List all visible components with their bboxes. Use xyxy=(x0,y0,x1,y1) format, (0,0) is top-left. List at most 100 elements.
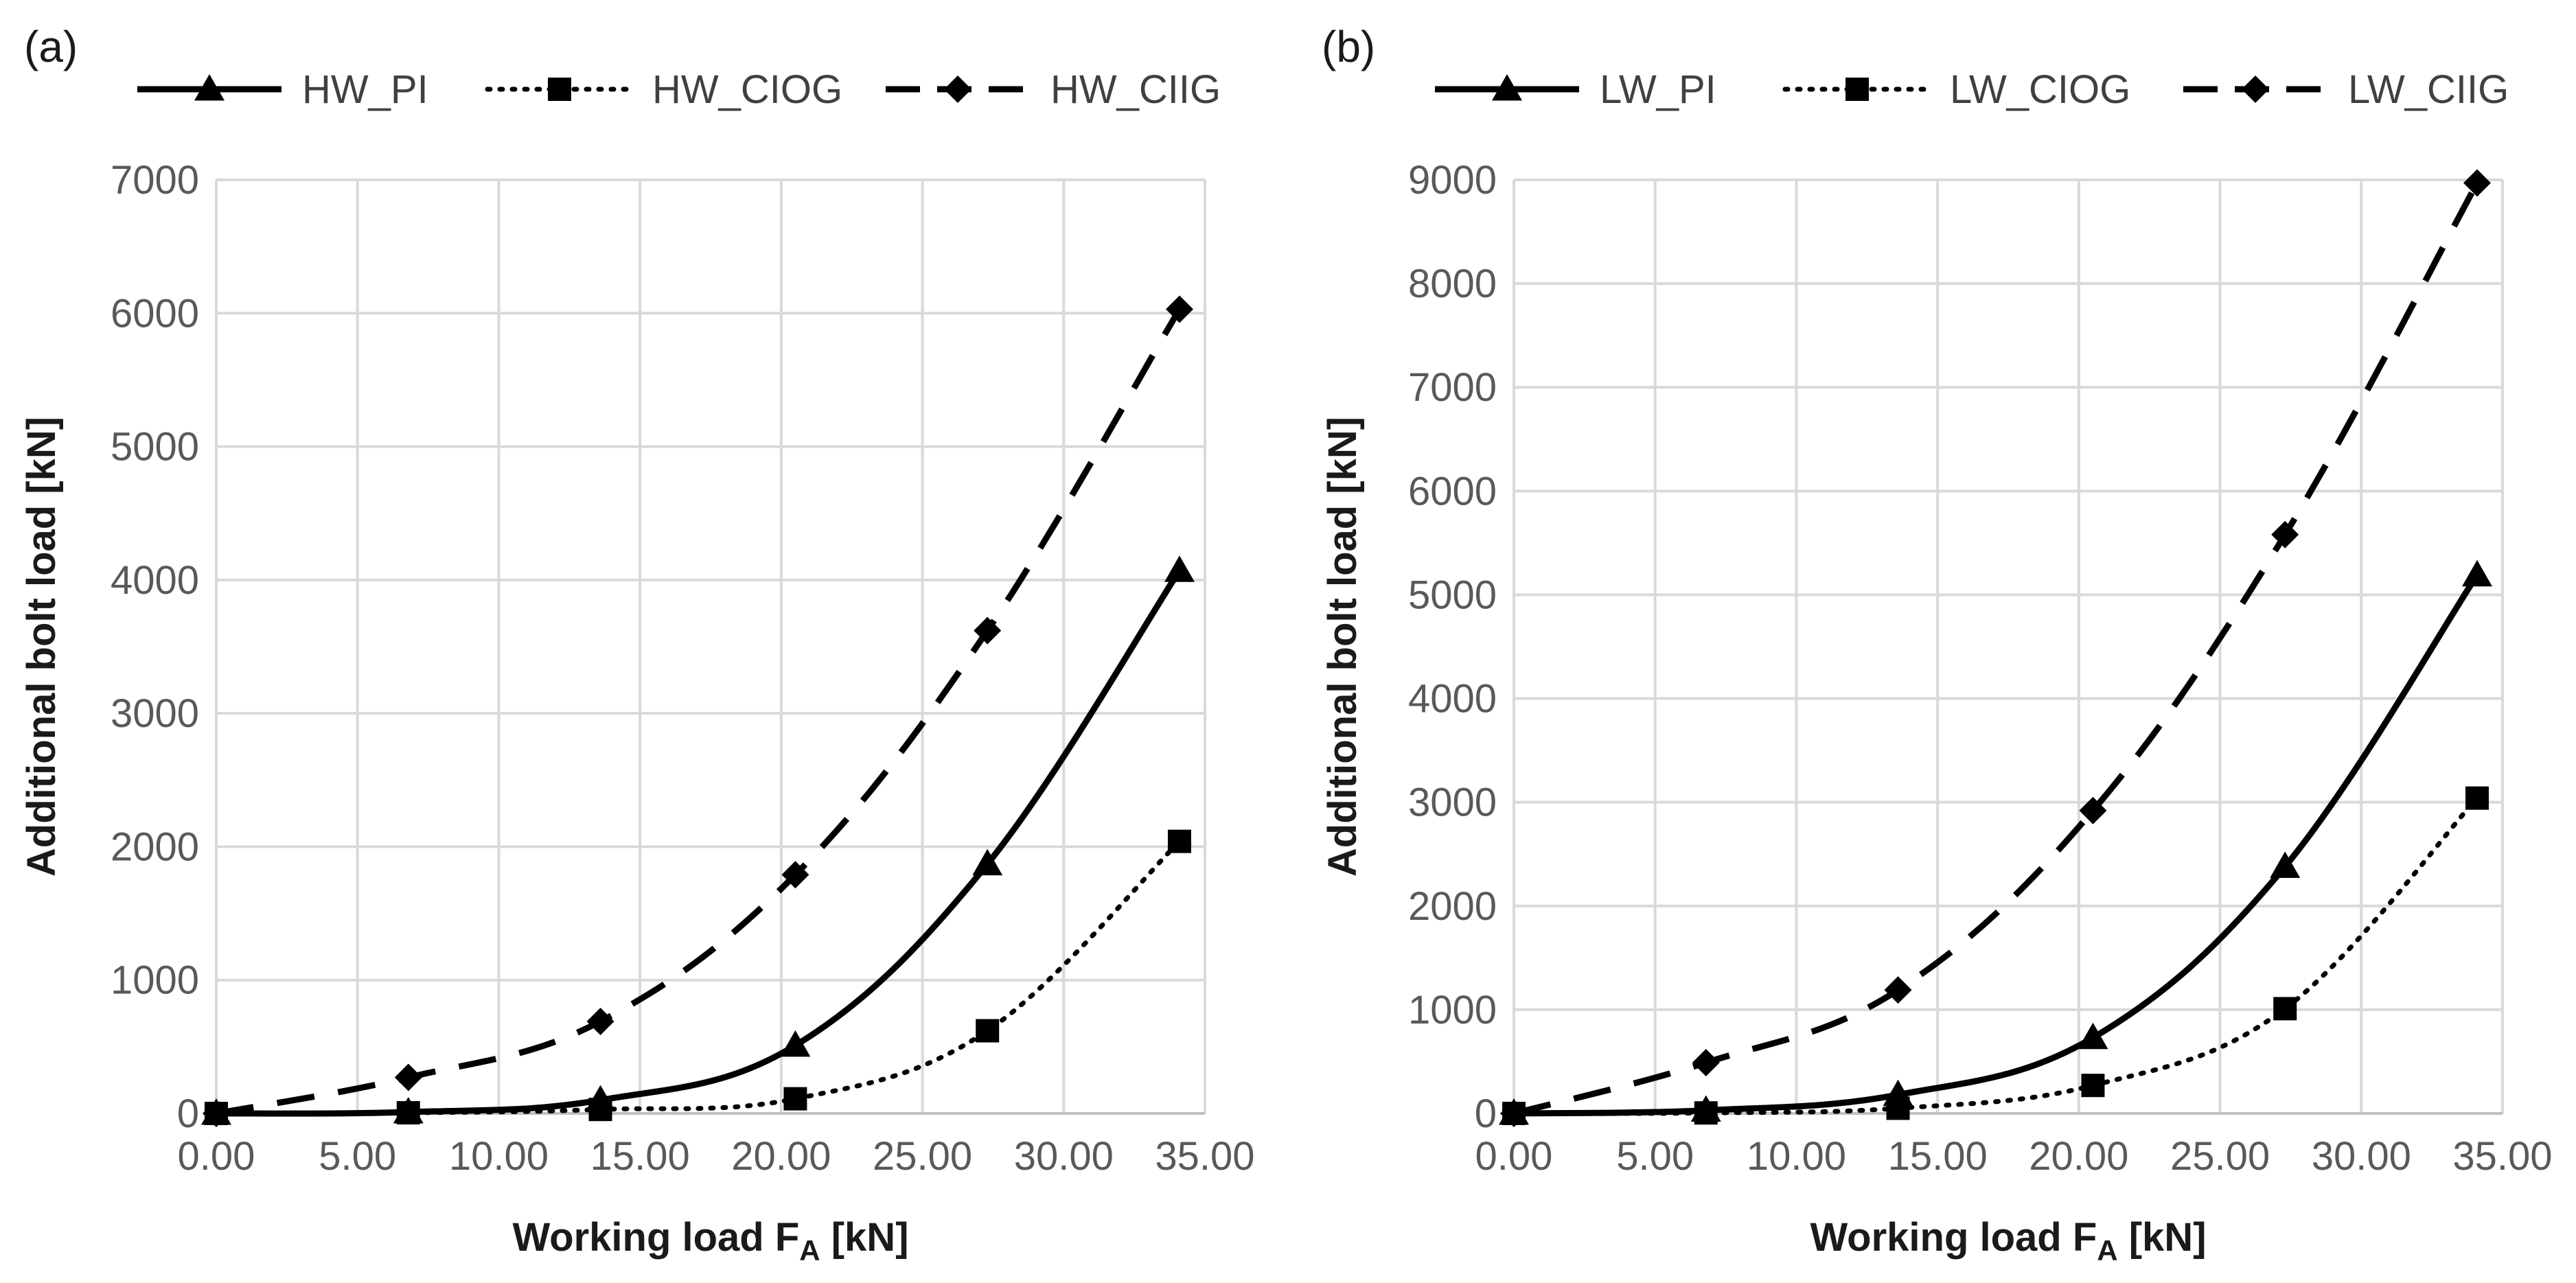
legend-marker xyxy=(1492,74,1522,101)
data-point-LW_CIIG xyxy=(2079,796,2107,824)
series-line-LW_CIOG xyxy=(1511,796,2480,1116)
data-point-HW_CIOG xyxy=(396,1101,420,1125)
data-point-LW_CIOG xyxy=(1886,1096,1910,1120)
x-tick-label: 15.00 xyxy=(590,1134,690,1179)
legend-marker xyxy=(2242,76,2269,103)
series-line-LW_CIIG xyxy=(1513,181,2480,1117)
x-tick-label: 20.00 xyxy=(2029,1134,2128,1179)
data-point-HW_CIIG xyxy=(394,1063,422,1091)
series-line-HW_CIOG xyxy=(214,839,1182,1116)
data-point-HW_PI xyxy=(780,1030,811,1057)
data-point-HW_CIOG xyxy=(976,1019,1000,1043)
panel-label: (b) xyxy=(1322,22,1375,71)
data-point-LW_PI xyxy=(2270,851,2301,878)
data-point-HW_CIOG xyxy=(588,1098,612,1122)
legend-item-HW_CIOG: HW_CIOG xyxy=(485,67,842,112)
y-tick-label: 6000 xyxy=(111,291,199,336)
y-axis-title: Additional bolt load [kN] xyxy=(1320,417,1365,877)
data-point-HW_PI xyxy=(1164,555,1195,582)
data-point-HW_CIIG xyxy=(586,1007,614,1035)
legend-marker xyxy=(548,78,571,101)
panel-b: (b) 0.00 5.00 10.00 15.00 20.00 25.00 30.00 35.0… xyxy=(1320,22,2553,1267)
y-tick-label: 3000 xyxy=(111,691,199,736)
legend-label: LW_PI xyxy=(1600,67,1716,112)
y-tick-label: 0 xyxy=(1475,1091,1497,1136)
y-tick-label: 4000 xyxy=(1408,677,1497,721)
legend-label: LW_CIIG xyxy=(2348,67,2509,112)
y-tick-label: 4000 xyxy=(111,558,199,603)
legend-item-LW_CIIG: LW_CIIG xyxy=(2183,67,2509,112)
y-tick-label: 8000 xyxy=(1408,262,1497,306)
legend-marker xyxy=(1845,78,1869,101)
y-tick-label: 9000 xyxy=(1408,158,1497,203)
x-tick-label: 10.00 xyxy=(1747,1134,1846,1179)
data-point-LW_CIOG xyxy=(2273,997,2297,1021)
y-tick-label: 7000 xyxy=(1408,365,1497,410)
data-point-LW_CIOG xyxy=(1694,1101,1718,1125)
series-LW_CIIG xyxy=(1500,169,2491,1127)
x-tick-label: 10.00 xyxy=(449,1134,549,1179)
data-point-LW_CIIG xyxy=(2463,169,2491,197)
panel-label: (a) xyxy=(24,22,78,71)
legend-label: LW_CIOG xyxy=(1950,67,2130,112)
y-tick-label: 6000 xyxy=(1408,469,1497,513)
y-tick-label: 3000 xyxy=(1408,781,1497,825)
data-point-HW_CIOG xyxy=(1167,829,1191,853)
data-point-LW_CIIG xyxy=(1500,1100,1528,1127)
legend-label: HW_CIIG xyxy=(1050,67,1221,112)
series-HW_PI xyxy=(201,555,1195,1125)
legend-item-LW_PI: LW_PI xyxy=(1435,67,1716,112)
y-tick-label: 0 xyxy=(177,1091,199,1136)
x-tick-label: 5.00 xyxy=(319,1134,396,1179)
series-HW_CIIG xyxy=(203,295,1193,1127)
series-LW_PI xyxy=(1499,559,2492,1125)
legend-item-HW_PI: HW_PI xyxy=(137,67,428,112)
series-line-LW_PI xyxy=(1513,573,2480,1117)
y-tick-label: 2000 xyxy=(1408,884,1497,929)
x-tick-label: 0.00 xyxy=(1475,1134,1553,1179)
x-axis-title: Working load FA [kN] xyxy=(1810,1215,2206,1267)
data-point-HW_CIIG xyxy=(974,616,1002,645)
y-tick-label: 5000 xyxy=(111,425,199,470)
data-point-HW_CIOG xyxy=(783,1087,807,1111)
x-tick-label: 35.00 xyxy=(2452,1134,2552,1179)
data-point-LW_PI xyxy=(2461,559,2492,587)
x-tick-label: 0.00 xyxy=(178,1134,255,1179)
legend-item-LW_CIOG: LW_CIOG xyxy=(1782,67,2130,112)
x-tick-label: 20.00 xyxy=(731,1134,831,1179)
y-tick-label: 2000 xyxy=(111,824,199,869)
data-point-HW_PI xyxy=(972,848,1003,876)
panel-a: (a) 0.00 5.00 10.00 15.00 20.00 25.00 30.00 35.0… xyxy=(19,22,1255,1267)
data-point-LW_CIIG xyxy=(2271,520,2299,548)
x-tick-label: 15.00 xyxy=(1888,1134,1988,1179)
x-tick-label: 25.00 xyxy=(873,1134,972,1179)
data-point-LW_CIIG xyxy=(1692,1048,1720,1076)
y-tick-label: 1000 xyxy=(111,958,199,1003)
x-tick-label: 5.00 xyxy=(1616,1134,1694,1179)
y-tick-label: 7000 xyxy=(111,158,199,203)
series-HW_CIOG xyxy=(205,829,1191,1125)
y-tick-label: 5000 xyxy=(1408,573,1497,617)
x-tick-label: 25.00 xyxy=(2170,1134,2270,1179)
data-point-HW_CIIG xyxy=(203,1100,230,1127)
legend-item-HW_CIIG: HW_CIIG xyxy=(886,67,1221,112)
data-point-LW_PI xyxy=(2078,1022,2108,1050)
legend-marker xyxy=(944,76,971,103)
series-line-HW_CIIG xyxy=(216,308,1182,1117)
series-line-HW_PI xyxy=(216,568,1182,1117)
legend-label: HW_PI xyxy=(302,67,428,112)
y-axis-title: Additional bolt load [kN] xyxy=(19,417,64,877)
legend-label: HW_CIOG xyxy=(652,67,842,112)
data-point-HW_CIIG xyxy=(781,861,809,889)
x-axis-title: Working load FA [kN] xyxy=(512,1215,908,1267)
x-tick-label: 30.00 xyxy=(1014,1134,1114,1179)
data-point-LW_CIOG xyxy=(2465,786,2489,810)
x-tick-label: 35.00 xyxy=(1155,1134,1254,1179)
legend-marker xyxy=(194,74,225,101)
data-point-LW_CIIG xyxy=(1884,976,1912,1004)
x-tick-label: 30.00 xyxy=(2312,1134,2411,1179)
data-point-LW_CIOG xyxy=(2081,1074,2105,1098)
data-point-HW_CIIG xyxy=(1165,295,1193,323)
y-tick-label: 1000 xyxy=(1408,988,1497,1032)
